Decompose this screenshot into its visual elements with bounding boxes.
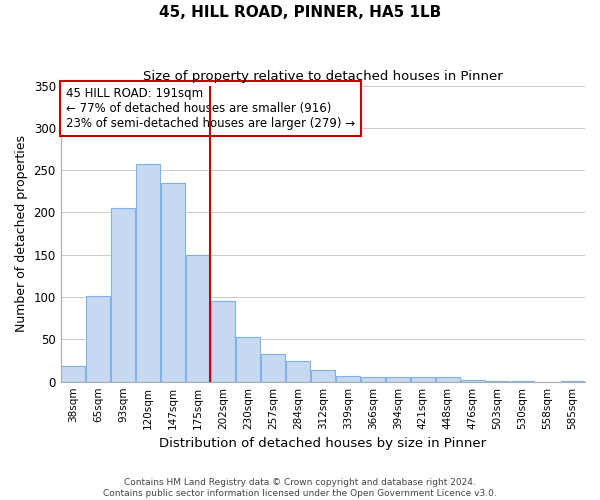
- Bar: [436, 378, 460, 382]
- Bar: [461, 380, 485, 382]
- Title: Size of property relative to detached houses in Pinner: Size of property relative to detached ho…: [143, 70, 503, 83]
- Y-axis label: Number of detached properties: Number of detached properties: [15, 135, 28, 332]
- Bar: [186, 255, 210, 382]
- Bar: [111, 208, 135, 382]
- Text: 45 HILL ROAD: 191sqm
← 77% of detached houses are smaller (916)
23% of semi-deta: 45 HILL ROAD: 191sqm ← 77% of detached h…: [66, 87, 355, 130]
- Bar: [336, 376, 359, 382]
- Bar: [311, 370, 335, 382]
- X-axis label: Distribution of detached houses by size in Pinner: Distribution of detached houses by size …: [159, 437, 487, 450]
- Bar: [386, 378, 410, 382]
- Bar: [61, 366, 85, 382]
- Bar: [511, 381, 535, 382]
- Bar: [261, 354, 285, 382]
- Text: Contains HM Land Registry data © Crown copyright and database right 2024.
Contai: Contains HM Land Registry data © Crown c…: [103, 478, 497, 498]
- Bar: [161, 183, 185, 382]
- Bar: [560, 381, 584, 382]
- Bar: [411, 376, 434, 382]
- Bar: [136, 164, 160, 382]
- Bar: [211, 302, 235, 382]
- Bar: [236, 337, 260, 382]
- Bar: [286, 360, 310, 382]
- Bar: [361, 378, 385, 382]
- Bar: [486, 381, 509, 382]
- Text: 45, HILL ROAD, PINNER, HA5 1LB: 45, HILL ROAD, PINNER, HA5 1LB: [159, 5, 441, 20]
- Bar: [86, 296, 110, 382]
